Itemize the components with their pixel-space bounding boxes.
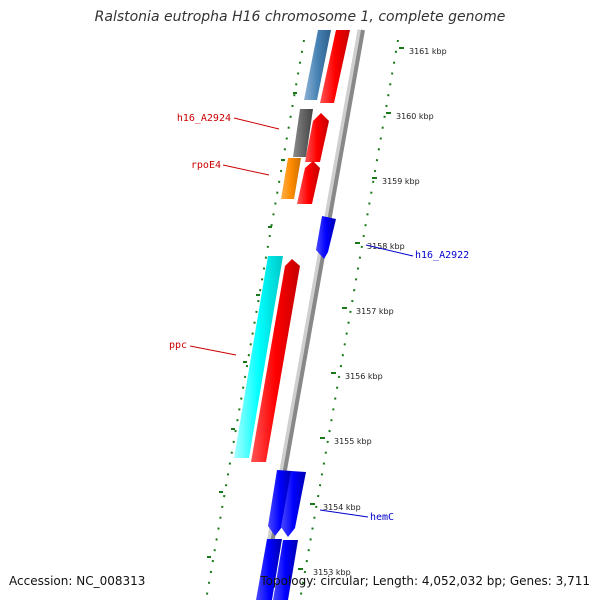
tick-label-3157: 3157 kbp: [356, 307, 394, 316]
blue-reverse-feature-3: [256, 539, 282, 600]
tick-label-3158: 3158 kbp: [367, 242, 405, 251]
tick-labels: 3161 kbp 3160 kbp 3159 kbp 3158 kbp 3157…: [313, 47, 447, 577]
leader-h16_A2922: [365, 244, 414, 257]
tick-label-3161: 3161 kbp: [409, 47, 447, 56]
gene-label-hemC: hemC: [370, 512, 394, 523]
gene-label-h16_A2924: h16_A2924: [177, 113, 231, 124]
red-forward-feature-rpoE4: [297, 161, 320, 204]
tick-label-3159: 3159 kbp: [382, 177, 420, 186]
red-forward-feature-1: [320, 30, 350, 103]
steelblue-cog-feature: [304, 30, 331, 100]
leader-rpoE4: [222, 164, 270, 176]
gene-label-h16_A2922: h16_A2922: [415, 250, 469, 261]
leader-ppc: [189, 345, 237, 356]
inner-major-ticks: [298, 47, 404, 570]
red-forward-feature-ppc: [251, 259, 300, 462]
inner-dotted-ring: [299, 39, 399, 600]
outer-major-ticks: [207, 92, 297, 558]
leader-h16_A2924: [233, 117, 280, 130]
gene-label-ppc: ppc: [169, 340, 187, 351]
map-title: Ralstonia eutropha H16 chromosome 1, com…: [94, 9, 506, 25]
leader-hemC: [319, 509, 369, 518]
blue-reverse-feature-4: [273, 540, 298, 600]
blue-reverse-feature-hemC-1: [268, 470, 292, 536]
outer-dotted-ring: [205, 39, 305, 600]
cyan-cog-feature: [234, 256, 283, 458]
blue-reverse-feature-hemC-2: [281, 471, 306, 537]
orange-cog-feature: [281, 158, 301, 199]
red-forward-feature-h16_A2924: [305, 113, 329, 162]
tick-label-3154: 3154 kbp: [323, 503, 361, 512]
tick-label-3160: 3160 kbp: [396, 112, 434, 121]
blue-reverse-feature-h16_A2922: [316, 216, 336, 259]
gene-label-rpoE4: rpoE4: [191, 160, 221, 171]
genome-summary-text: Topology: circular; Length: 4,052,032 bp…: [260, 574, 590, 588]
tick-label-3156: 3156 kbp: [345, 372, 383, 381]
tick-label-3153: 3153 kbp: [313, 568, 351, 577]
accession-text: Accession: NC_008313: [9, 574, 146, 588]
gray-cog-feature: [293, 109, 313, 157]
tick-label-3155: 3155 kbp: [334, 437, 372, 446]
